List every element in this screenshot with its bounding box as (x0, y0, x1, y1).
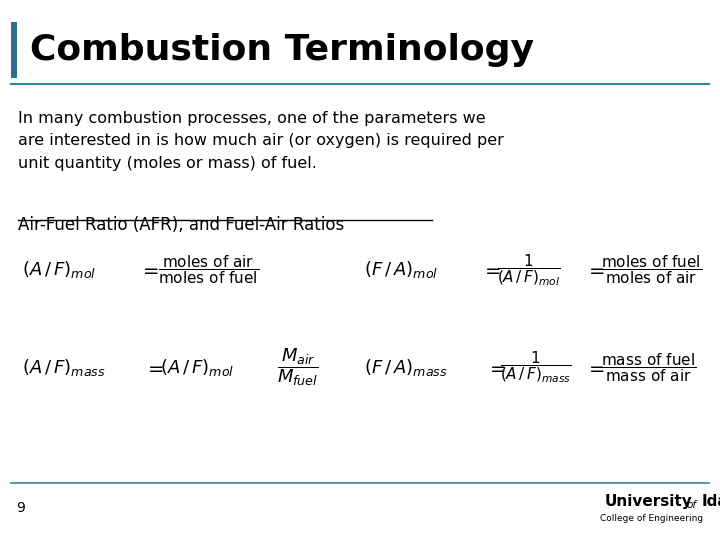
Text: $\dfrac{1}{\left(A\,/\,F\right)_{mass}}$: $\dfrac{1}{\left(A\,/\,F\right)_{mass}}$ (500, 349, 572, 385)
Text: of: of (686, 501, 696, 510)
Text: $=$: $=$ (486, 357, 506, 377)
Text: University: University (605, 494, 693, 509)
Text: $\left(F\,/\,A\right)_{mol}$: $\left(F\,/\,A\right)_{mol}$ (364, 260, 438, 280)
Text: College of Engineering: College of Engineering (600, 514, 703, 523)
Text: Idaho: Idaho (702, 494, 720, 509)
Text: $\dfrac{M_{air}}{M_{fuel}}$: $\dfrac{M_{air}}{M_{fuel}}$ (277, 346, 319, 388)
Text: $=$: $=$ (139, 260, 159, 280)
Text: $=$: $=$ (481, 260, 501, 280)
FancyBboxPatch shape (11, 22, 17, 78)
Text: $\left(A\,/\,F\right)_{mol}$: $\left(A\,/\,F\right)_{mol}$ (160, 357, 234, 377)
Text: Combustion Terminology: Combustion Terminology (30, 33, 534, 66)
Text: Air-Fuel Ratio (AFR), and Fuel-Air Ratios: Air-Fuel Ratio (AFR), and Fuel-Air Ratio… (18, 216, 344, 234)
Text: $\left(A\,/\,F\right)_{mass}$: $\left(A\,/\,F\right)_{mass}$ (22, 357, 105, 377)
Text: $\dfrac{\mathrm{mass\ of\ fuel}}{\mathrm{mass\ of\ air}}$: $\dfrac{\mathrm{mass\ of\ fuel}}{\mathrm… (601, 351, 696, 383)
Text: $=$: $=$ (585, 357, 605, 377)
Text: $\left(A\,/\,F\right)_{mol}$: $\left(A\,/\,F\right)_{mol}$ (22, 260, 96, 280)
Text: $\dfrac{1}{\left(A\,/\,F\right)_{mol}}$: $\dfrac{1}{\left(A\,/\,F\right)_{mol}}$ (497, 252, 560, 288)
Text: $\dfrac{\mathrm{moles\ of\ air}}{\mathrm{moles\ of\ fuel}}$: $\dfrac{\mathrm{moles\ of\ air}}{\mathrm… (158, 254, 259, 286)
Text: $\dfrac{\mathrm{moles\ of\ fuel}}{\mathrm{moles\ of\ air}}$: $\dfrac{\mathrm{moles\ of\ fuel}}{\mathr… (601, 254, 702, 286)
Text: $=$: $=$ (144, 357, 164, 377)
Text: 9: 9 (16, 501, 24, 515)
Text: In many combustion processes, one of the parameters we
are interested in is how : In many combustion processes, one of the… (18, 111, 504, 171)
Text: $\left(F\,/\,A\right)_{mass}$: $\left(F\,/\,A\right)_{mass}$ (364, 357, 447, 377)
Text: $=$: $=$ (585, 260, 605, 280)
